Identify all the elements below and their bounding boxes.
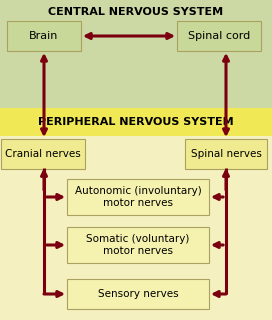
- Bar: [0, 0, 272, 108]
- FancyBboxPatch shape: [67, 227, 209, 263]
- Text: Brain: Brain: [29, 31, 59, 41]
- FancyBboxPatch shape: [1, 139, 85, 169]
- Bar: [0, 108, 272, 320]
- Text: Sensory nerves: Sensory nerves: [98, 289, 178, 299]
- Text: Cranial nerves: Cranial nerves: [5, 149, 81, 159]
- Text: CENTRAL NERVOUS SYSTEM: CENTRAL NERVOUS SYSTEM: [48, 7, 224, 17]
- Text: PERIPHERAL NERVOUS SYSTEM: PERIPHERAL NERVOUS SYSTEM: [38, 117, 234, 127]
- Text: Somatic (voluntary)
motor nerves: Somatic (voluntary) motor nerves: [86, 234, 190, 256]
- Bar: [0, 108, 272, 136]
- Text: Spinal cord: Spinal cord: [188, 31, 250, 41]
- FancyBboxPatch shape: [67, 179, 209, 215]
- FancyBboxPatch shape: [67, 279, 209, 309]
- Text: Autonomic (involuntary)
motor nerves: Autonomic (involuntary) motor nerves: [75, 186, 201, 208]
- FancyBboxPatch shape: [7, 21, 81, 51]
- Text: Spinal nerves: Spinal nerves: [191, 149, 261, 159]
- FancyBboxPatch shape: [185, 139, 267, 169]
- FancyBboxPatch shape: [177, 21, 261, 51]
